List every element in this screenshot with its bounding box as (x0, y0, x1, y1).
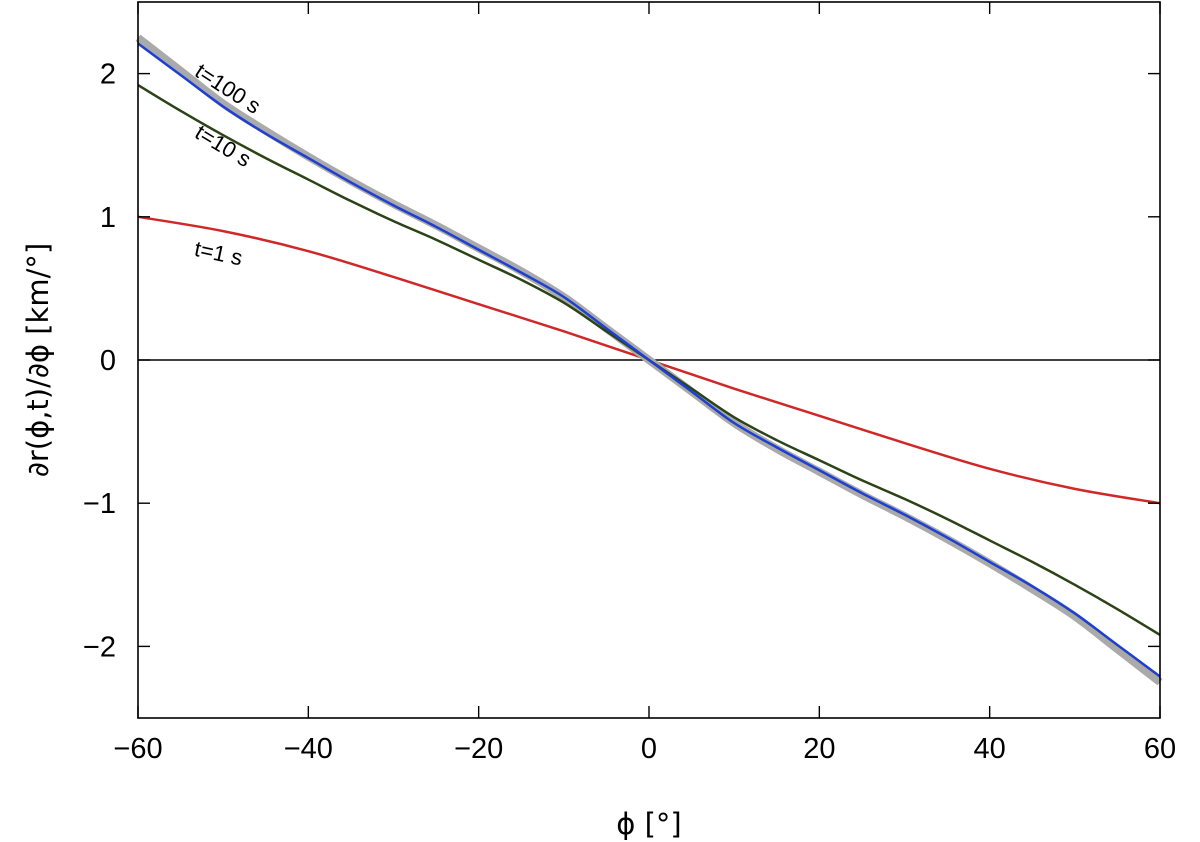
ticks-layer (137, 1, 1161, 719)
series-line-3 (137, 42, 1161, 678)
x-axis-label: ϕ [°] (616, 807, 681, 841)
series-layer (135, 34, 1163, 686)
x-tick-label: −40 (284, 733, 333, 765)
x-tick-label: −60 (113, 733, 162, 765)
y-axis-label: ∂r(ϕ,t)/∂ϕ [km/°] (21, 243, 55, 477)
series-annotation: t=1 s (192, 236, 244, 270)
y-tick-label: −2 (83, 631, 116, 663)
x-tick-label: −20 (454, 733, 503, 765)
x-tick-label: 0 (641, 733, 657, 765)
y-tick-label: 0 (100, 345, 116, 377)
y-tick-label: 1 (100, 202, 116, 234)
y-tick-label: −1 (83, 488, 116, 520)
x-tick-label: 20 (803, 733, 835, 765)
y-tick-label: 2 (100, 59, 116, 91)
series-annotation: t=10 s (191, 119, 256, 172)
x-tick-label: 60 (1144, 733, 1176, 765)
x-tick-label: 40 (974, 733, 1006, 765)
